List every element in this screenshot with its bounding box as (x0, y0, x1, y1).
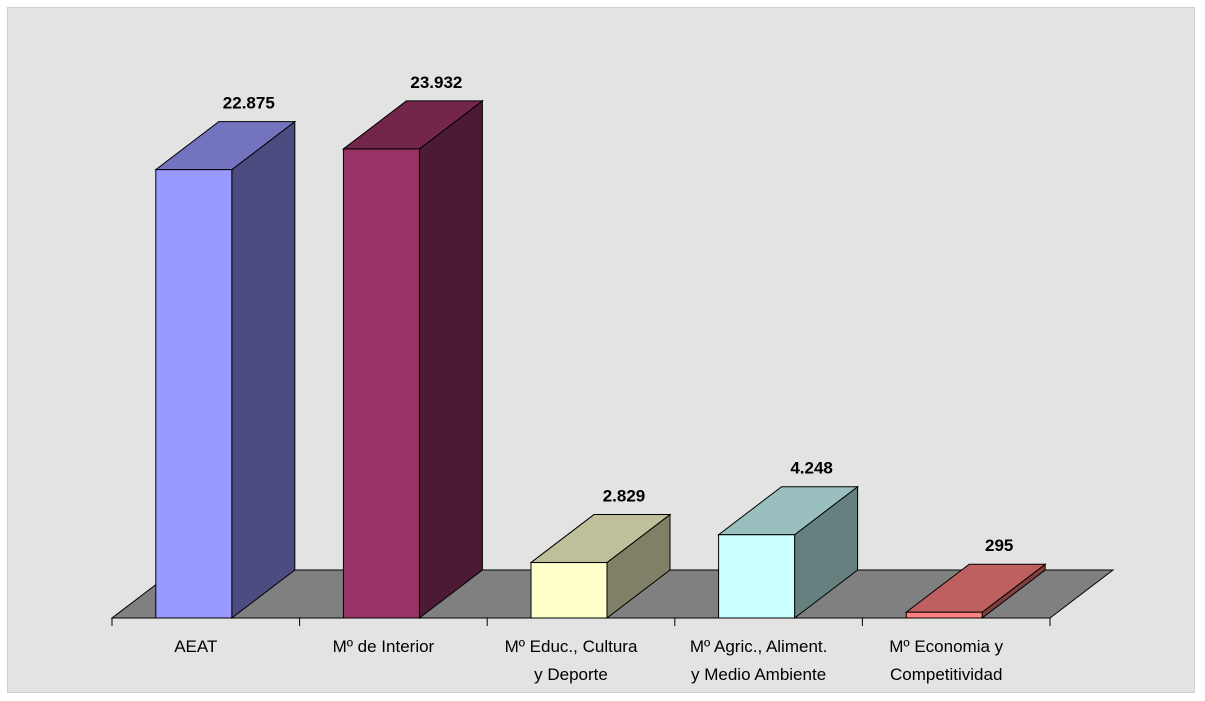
data-label: 295 (985, 536, 1013, 555)
bar (718, 534, 796, 619)
x-tick-label: y Deporte (534, 665, 608, 684)
bar (155, 169, 233, 619)
bar (342, 148, 420, 619)
bar-side (231, 120, 296, 620)
data-label: 4.248 (790, 459, 833, 478)
x-tick-label: y Medio Ambiente (691, 665, 826, 684)
x-tick-label: Mº de Interior (333, 637, 435, 656)
bar (530, 562, 608, 619)
x-tick-label: Mº Economia y (889, 637, 1003, 656)
x-tick-label: Mº Educ., Cultura (505, 637, 638, 656)
data-label: 22.875 (223, 94, 275, 113)
data-label: 2.829 (603, 487, 646, 506)
x-tick-label: Competitividad (890, 665, 1002, 684)
x-tick-label: Mº Agric., Aliment. (690, 637, 828, 656)
x-tick-label: AEAT (174, 637, 217, 656)
bar (905, 611, 983, 619)
bar-side (418, 99, 483, 620)
data-label: 23.932 (410, 73, 462, 92)
